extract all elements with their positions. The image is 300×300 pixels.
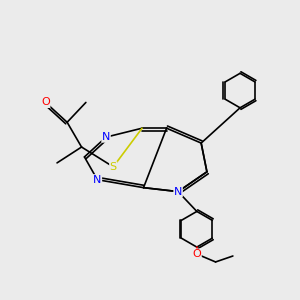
Text: N: N xyxy=(93,175,102,185)
Text: N: N xyxy=(102,132,110,142)
Text: O: O xyxy=(193,249,201,259)
Text: O: O xyxy=(41,98,50,107)
Text: N: N xyxy=(174,187,182,196)
Text: S: S xyxy=(110,162,117,172)
